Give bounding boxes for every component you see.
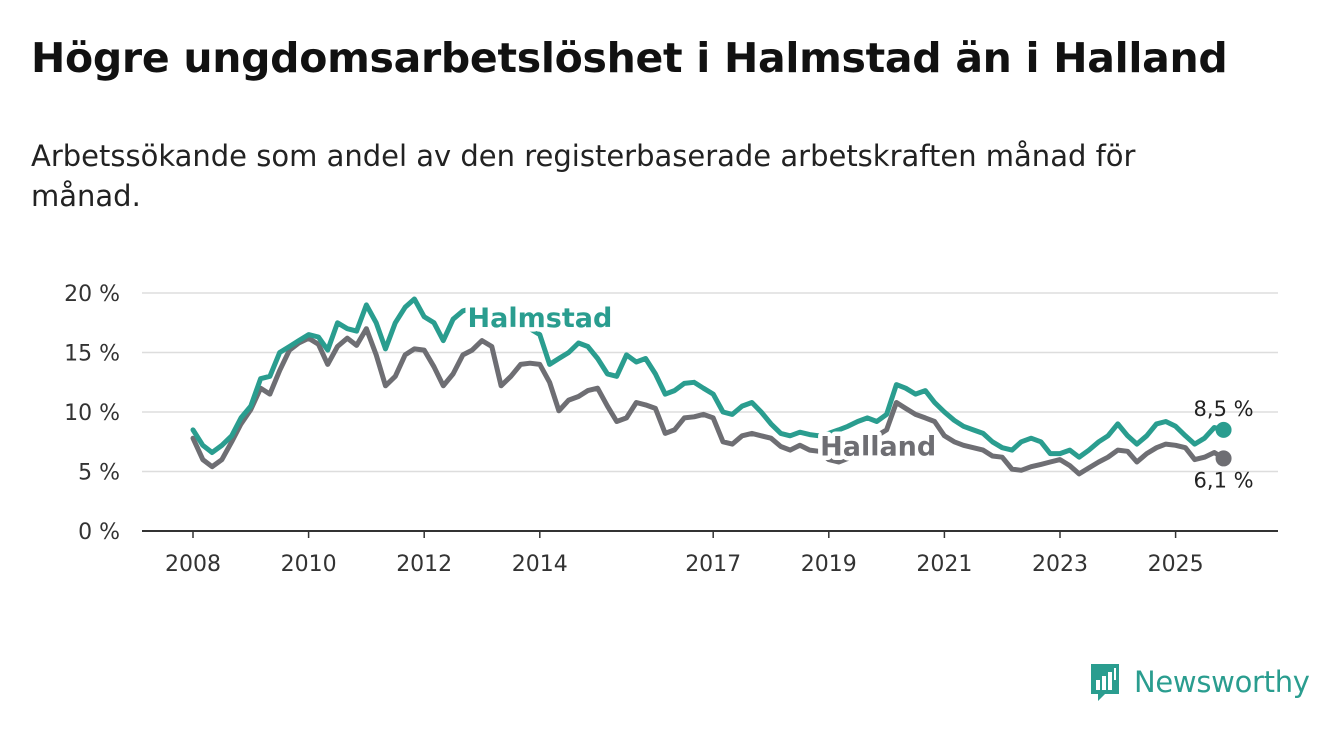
end-label-halmstad: 8,5 % bbox=[1194, 397, 1254, 421]
chart-title: Högre ungdomsarbetslöshet i Halmstad än … bbox=[31, 34, 1228, 82]
x-tick-label: 2017 bbox=[685, 552, 741, 577]
end-label-halland: 6,1 % bbox=[1194, 468, 1254, 492]
x-tick-label: 2019 bbox=[801, 552, 857, 577]
series-label-halmstad: Halmstad bbox=[468, 303, 613, 334]
brand-logo: Newsworthy bbox=[1088, 660, 1310, 704]
x-tick-label: 2008 bbox=[165, 552, 221, 577]
y-tick-label: 20 % bbox=[64, 282, 120, 307]
x-tick-label: 2021 bbox=[916, 552, 972, 577]
chart-subtitle: Arbetssökande som andel av den registerb… bbox=[31, 139, 1136, 213]
x-tick-label: 2010 bbox=[281, 552, 337, 577]
x-tick-label: 2025 bbox=[1148, 552, 1204, 577]
end-point-halland bbox=[1215, 450, 1232, 467]
series-label-halo-halland: Halland bbox=[820, 431, 936, 462]
series-label-halo-halmstad: Halmstad bbox=[468, 303, 613, 334]
y-tick-label: 15 % bbox=[64, 342, 120, 367]
x-tick-label: 2023 bbox=[1032, 552, 1088, 577]
y-tick-label: 10 % bbox=[64, 401, 120, 426]
end-point-halmstad bbox=[1215, 421, 1232, 438]
x-tick-label: 2014 bbox=[512, 552, 568, 577]
series-line-halland bbox=[190, 326, 1227, 477]
y-tick-label: 0 % bbox=[78, 520, 120, 545]
series-line-halmstad bbox=[190, 296, 1227, 460]
brand-name: Newsworthy bbox=[1134, 665, 1310, 699]
x-tick-label: 2012 bbox=[396, 552, 452, 577]
newsworthy-logo-icon bbox=[1091, 664, 1119, 701]
y-tick-label: 5 % bbox=[78, 461, 120, 486]
series-label-halland: Halland bbox=[820, 431, 936, 462]
